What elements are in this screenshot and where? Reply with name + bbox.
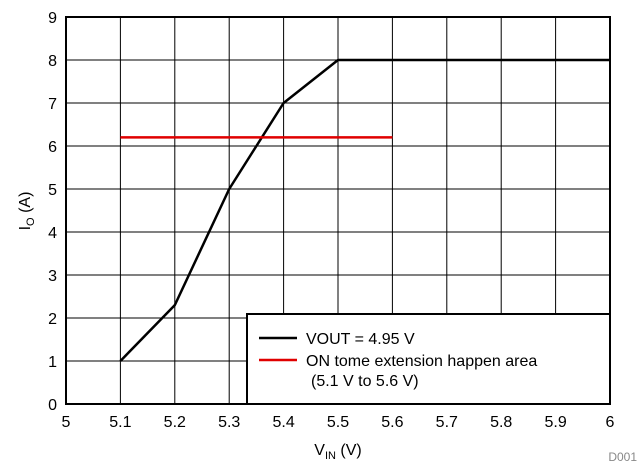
legend-label-vout: VOUT = 4.95 V bbox=[306, 331, 415, 348]
legend-label-on-time: ON tome extension happen area bbox=[306, 353, 537, 370]
x-tick-label: 6 bbox=[606, 414, 615, 431]
x-axis-title: VIN (V) bbox=[314, 442, 361, 462]
y-tick-label: 9 bbox=[48, 10, 57, 27]
plot-frame bbox=[65, 16, 611, 405]
legend-label-on-time-range: (5.1 V to 5.6 V) bbox=[311, 373, 419, 390]
x-tick-label: 5.8 bbox=[490, 414, 512, 431]
y-tick-label: 0 bbox=[48, 397, 57, 414]
y-axis-title-main: I bbox=[17, 226, 34, 230]
y-tick-label: 1 bbox=[48, 354, 57, 371]
y-tick-label: 6 bbox=[48, 139, 57, 156]
y-axis-title-unit: (A) bbox=[17, 192, 34, 218]
x-axis-title-sub: IN bbox=[325, 450, 336, 462]
x-tick-label: 5.3 bbox=[218, 414, 240, 431]
y-tick-label: 2 bbox=[48, 311, 57, 328]
y-axis-title-sub: O bbox=[25, 217, 37, 226]
x-tick-label: 5.1 bbox=[109, 414, 131, 431]
x-axis-title-unit: (V) bbox=[336, 442, 362, 459]
figure-id: D001 bbox=[608, 450, 637, 464]
x-tick-label: 5.4 bbox=[272, 414, 294, 431]
x-tick-label: 5.2 bbox=[164, 414, 186, 431]
series-group bbox=[119, 58, 610, 362]
y-tick-label: 5 bbox=[48, 182, 57, 199]
x-axis-title-main: V bbox=[314, 442, 325, 459]
y-tick-label: 8 bbox=[48, 53, 57, 70]
y-tick-label: 3 bbox=[48, 268, 57, 285]
y-axis-title: IO (A) bbox=[17, 192, 37, 231]
x-tick-label: 5 bbox=[62, 414, 71, 431]
x-tick-label: 5.9 bbox=[544, 414, 566, 431]
tick-labels: 5 5.1 5.2 5.3 5.4 5.5 5.6 5.7 5.8 5.9 6 0 1 2 3 4 5 6 7 8 9 bbox=[48, 10, 614, 431]
y-tick-label: 4 bbox=[48, 225, 57, 242]
x-tick-label: 5.7 bbox=[436, 414, 458, 431]
x-tick-label: 5.6 bbox=[381, 414, 403, 431]
y-tick-label: 7 bbox=[48, 96, 57, 113]
series-line-vout bbox=[119, 58, 610, 362]
legend: VOUT = 4.95 V ON tome extension happen a… bbox=[246, 313, 611, 405]
x-tick-label: 5.5 bbox=[327, 414, 349, 431]
